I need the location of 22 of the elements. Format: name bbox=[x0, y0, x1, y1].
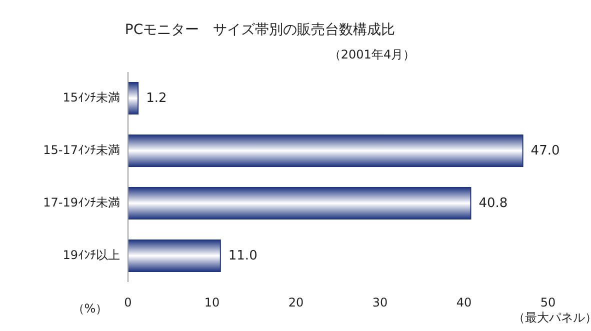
y-tick-label: 15-17ｲﾝﾁ未満 bbox=[43, 143, 120, 158]
bar bbox=[128, 187, 472, 220]
data-label: 47.0 bbox=[530, 143, 560, 158]
x-tick-label: 0 bbox=[124, 295, 132, 310]
text: （最大パネル） bbox=[513, 310, 591, 324]
chart-subtitle: （2001年4月） bbox=[328, 47, 416, 62]
y-tick-label: 17-19ｲﾝﾁ未満 bbox=[43, 196, 120, 210]
bar bbox=[128, 82, 139, 114]
data-label: 1.2 bbox=[146, 90, 167, 106]
x-tick-label: 40 bbox=[456, 295, 472, 310]
data-label: 11.0 bbox=[228, 248, 258, 264]
data-label: 40.8 bbox=[478, 196, 508, 211]
chart-title: PCモニター サイズ帯別の販売台数構成比 bbox=[124, 22, 396, 38]
y-tick-label: 15ｲﾝﾁ未満 bbox=[62, 90, 120, 105]
bar bbox=[128, 240, 221, 272]
x-tick-label: 50 bbox=[540, 295, 556, 310]
x-tick-label: 10 bbox=[204, 295, 220, 310]
y-tick-label: 19ｲﾝﾁ以上 bbox=[62, 248, 120, 262]
x-tick-label: 20 bbox=[288, 295, 304, 310]
x-axis-title: （%） bbox=[72, 301, 108, 316]
bar bbox=[128, 134, 524, 167]
x-tick-label: 30 bbox=[372, 295, 388, 310]
